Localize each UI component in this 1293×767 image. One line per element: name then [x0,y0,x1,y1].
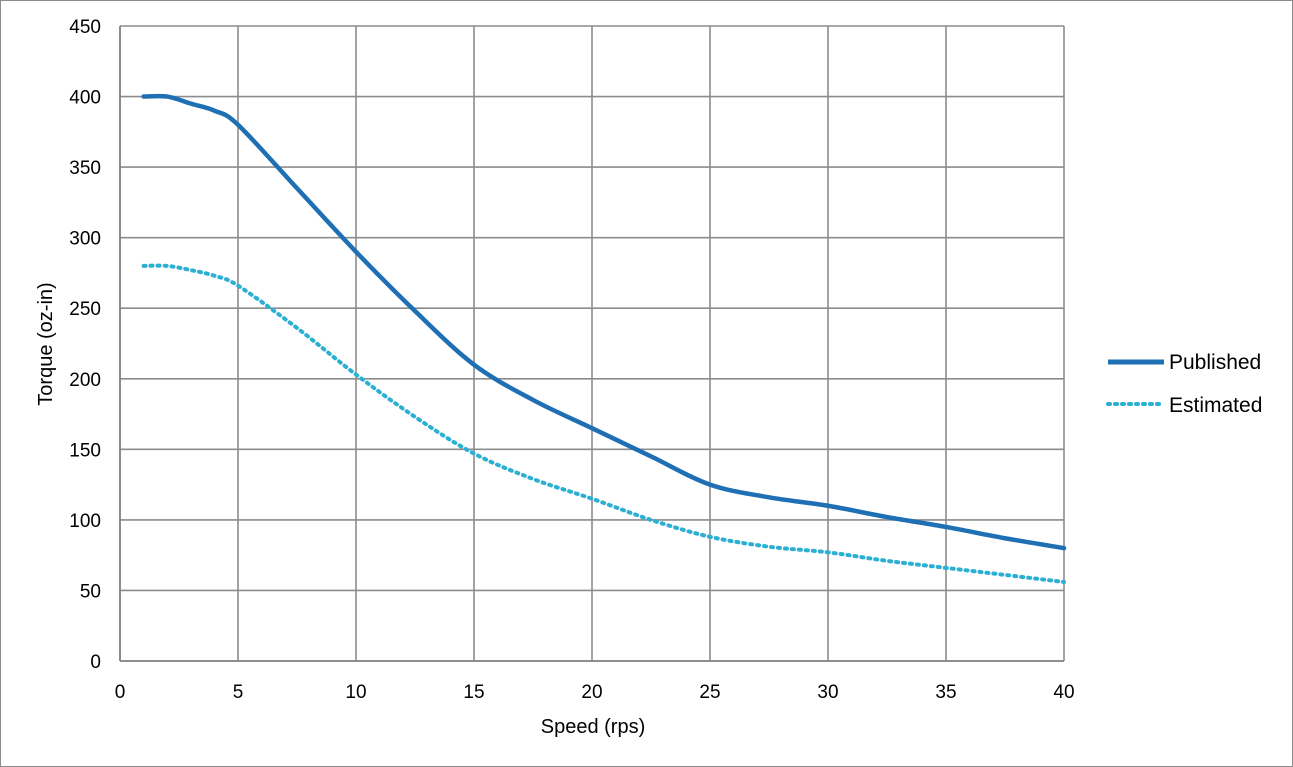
x-tick-label: 30 [817,682,838,703]
grid [120,25,1065,661]
series-line-estimated [141,263,1066,584]
x-tick-label: 25 [699,682,720,703]
y-tick-label: 0 [90,652,101,673]
y-tick-label: 350 [69,158,101,179]
x-tick-label: 35 [935,682,956,703]
y-tick-labels: 0 50 100 150 200 250 300 350 400 450 [69,17,101,673]
y-tick-label: 100 [69,511,101,532]
series-line-published [141,93,1067,551]
y-tick-label: 400 [69,88,101,109]
legend-label-published: Published [1169,351,1261,374]
legend-item-estimated: Estimated [1106,394,1262,417]
x-axis-title: Speed (rps) [541,716,646,738]
series-lines [141,93,1067,584]
y-tick-label: 200 [69,370,101,391]
legend-item-published: Published [1108,351,1261,374]
y-tick-label: 50 [80,581,101,602]
axes [119,26,1064,662]
x-tick-label: 10 [345,682,366,703]
x-tick-label: 5 [233,682,244,703]
x-tick-label: 40 [1053,682,1074,703]
legend: Published Estimated [1106,351,1262,417]
x-tick-label: 15 [463,682,484,703]
legend-label-estimated: Estimated [1169,394,1262,417]
y-tick-label: 150 [69,440,101,461]
x-tick-label: 20 [581,682,602,703]
x-tick-label: 0 [115,682,126,703]
y-tick-label: 300 [69,229,101,250]
y-tick-label: 450 [69,17,101,38]
y-axis-title: Torque (oz-in) [35,282,57,405]
y-tick-label: 250 [69,299,101,320]
x-tick-labels: 0 5 10 15 20 25 30 35 40 [115,682,1075,703]
